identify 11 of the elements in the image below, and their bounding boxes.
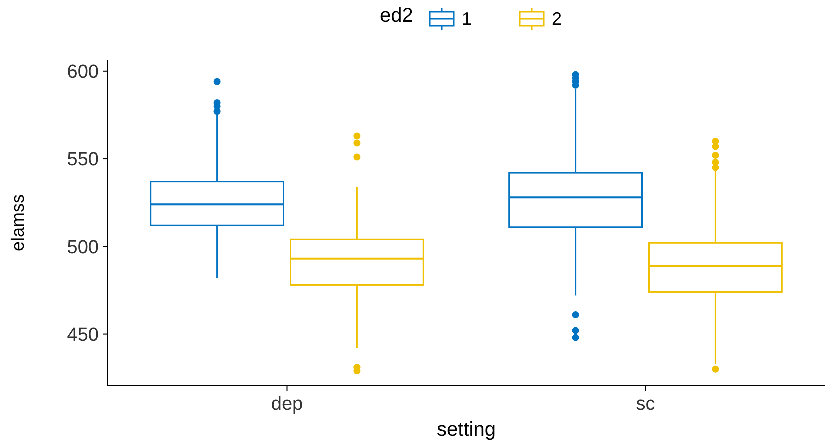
- y-tick-label: 500: [67, 237, 99, 258]
- x-axis-title: setting: [437, 419, 496, 441]
- legend-title: ed2: [380, 5, 414, 27]
- y-tick-label: 550: [67, 150, 99, 171]
- y-tick-label: 600: [67, 62, 99, 84]
- x-tick-label: dep: [271, 394, 304, 415]
- y-tick-label: 450: [67, 324, 99, 346]
- y-axis-title: elamss: [8, 194, 28, 252]
- legend-label: 1: [462, 9, 472, 29]
- legend-label: 2: [552, 9, 562, 29]
- x-tick-label: sc: [636, 394, 656, 415]
